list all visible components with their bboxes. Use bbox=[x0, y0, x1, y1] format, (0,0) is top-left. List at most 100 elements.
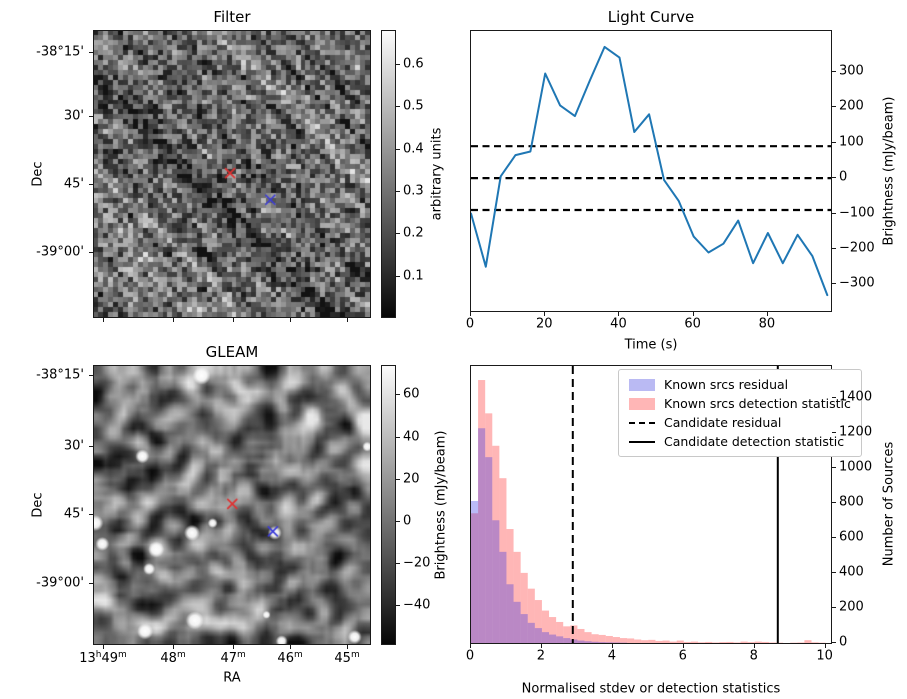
tick-mark bbox=[832, 70, 836, 72]
light-curve-x-tick-label: 0 bbox=[465, 316, 475, 332]
light-curve-panel bbox=[470, 30, 832, 312]
tick-mark bbox=[396, 562, 400, 564]
histogram-bar bbox=[549, 634, 557, 643]
legend-row: Candidate residual bbox=[629, 415, 851, 430]
tick-mark bbox=[396, 190, 400, 192]
histogram-bar bbox=[513, 601, 521, 643]
histogram-bar bbox=[740, 641, 748, 643]
legend-row: Candidate detection statistic bbox=[629, 434, 851, 449]
tick-mark bbox=[347, 318, 349, 322]
histogram-bar bbox=[520, 614, 528, 643]
histogram-y-tick-label: 400 bbox=[839, 564, 864, 580]
tick-mark bbox=[396, 106, 400, 108]
histogram-y-tick-label: 0 bbox=[839, 634, 848, 650]
gleam-ylabel: Dec bbox=[30, 492, 46, 518]
histogram-bar bbox=[485, 413, 493, 643]
gleam-colorbar-tick-label: 40 bbox=[403, 429, 420, 445]
gleam-y-tick-label: 45' bbox=[63, 506, 84, 522]
histogram-bar bbox=[577, 640, 585, 643]
light-curve-x-tick-label: 80 bbox=[758, 316, 776, 332]
tick-mark bbox=[832, 106, 836, 108]
gleam-x-tick-label: 13h49m bbox=[79, 649, 127, 667]
histogram-x-tick-label: 0 bbox=[465, 648, 475, 664]
histogram-y-tick-label: 1000 bbox=[839, 459, 873, 475]
tick-mark bbox=[396, 605, 400, 606]
filter-colorbar-tick-label: 0.6 bbox=[403, 56, 424, 72]
histogram-bar bbox=[506, 529, 514, 643]
tick-mark bbox=[470, 312, 471, 316]
tick-mark bbox=[233, 318, 235, 322]
histogram-bar bbox=[598, 634, 606, 643]
histogram-bar bbox=[662, 640, 670, 643]
tick-mark bbox=[692, 312, 694, 316]
legend-label: Known srcs detection statistic bbox=[664, 396, 851, 411]
histogram-bar bbox=[804, 640, 812, 643]
legend-line-swatch bbox=[629, 440, 655, 443]
legend-row: Known srcs detection statistic bbox=[629, 396, 851, 411]
tick-mark bbox=[766, 312, 768, 316]
histogram-bar bbox=[534, 628, 542, 643]
tick-mark bbox=[233, 645, 235, 649]
tick-mark bbox=[832, 571, 836, 573]
histogram-bar bbox=[712, 642, 720, 643]
tick-mark bbox=[103, 645, 104, 649]
tick-mark bbox=[544, 312, 546, 316]
histogram-x-tick-label: 4 bbox=[607, 648, 616, 664]
light-curve-title: Light Curve bbox=[607, 8, 695, 26]
histogram-y-tick-label: 200 bbox=[839, 599, 864, 615]
histogram-bar bbox=[506, 584, 514, 643]
histogram-bar bbox=[563, 626, 571, 643]
gleam-y-tick-label: -38°15' bbox=[36, 367, 84, 383]
histogram-y-tick-label: 600 bbox=[839, 529, 864, 545]
gleam-x-tick-label: 46m bbox=[277, 649, 303, 667]
histogram-bar bbox=[541, 632, 550, 643]
legend-patch-swatch bbox=[629, 397, 655, 410]
light-curve-y-tick-label: 200 bbox=[839, 98, 864, 114]
tick-mark bbox=[618, 312, 620, 316]
gleam-xlabel: RA bbox=[223, 670, 241, 686]
light-curve-xlabel: Time (s) bbox=[624, 337, 678, 353]
histogram-x-tick-label: 2 bbox=[536, 648, 546, 664]
histogram-bar bbox=[534, 600, 542, 643]
filter-colorbar-tick-label: 0.4 bbox=[403, 141, 424, 157]
tick-mark bbox=[396, 148, 400, 150]
histogram-bar bbox=[761, 641, 769, 643]
tick-mark bbox=[832, 501, 836, 503]
gleam-x-tick-label: 47m bbox=[220, 649, 246, 667]
filter-y-tick-label: 45' bbox=[63, 176, 84, 192]
histogram-bar bbox=[584, 641, 592, 643]
histogram-bar bbox=[619, 638, 628, 643]
filter-image-panel bbox=[93, 30, 371, 318]
tick-mark bbox=[832, 212, 836, 214]
tick-mark bbox=[396, 520, 400, 522]
filter-title: Filter bbox=[213, 8, 251, 26]
filter-colorbar bbox=[381, 30, 396, 318]
legend-label: Known srcs residual bbox=[664, 377, 789, 392]
histogram-bar bbox=[690, 641, 698, 643]
histogram-bar bbox=[513, 551, 521, 643]
histogram-bar bbox=[570, 639, 578, 643]
light-curve-y-tick-label: −200 bbox=[839, 240, 875, 256]
legend-label: Candidate residual bbox=[664, 415, 782, 430]
gleam-x-tick-label: 48m bbox=[160, 649, 186, 667]
histogram-series-detection-statistic bbox=[471, 380, 826, 643]
filter-y-tick-label: -39°00' bbox=[36, 244, 84, 260]
histogram-ylabel: Number of Sources bbox=[881, 441, 897, 567]
legend-patch-swatch bbox=[629, 378, 655, 391]
gleam-title: GLEAM bbox=[205, 343, 259, 361]
histogram-bar bbox=[478, 428, 486, 643]
histogram-bar bbox=[556, 636, 564, 643]
tick-mark bbox=[396, 478, 400, 480]
histogram-bar bbox=[676, 640, 684, 643]
filter-colorbar-tick-label: 0.2 bbox=[403, 225, 424, 241]
tick-mark bbox=[396, 394, 400, 396]
light-curve-ylabel: Brightness (mJy/beam) bbox=[881, 96, 897, 246]
tick-mark bbox=[611, 644, 613, 648]
tick-mark bbox=[832, 247, 836, 249]
histogram-y-tick-label: 800 bbox=[839, 494, 864, 510]
histogram-bar bbox=[556, 621, 564, 643]
histogram-bar bbox=[811, 642, 819, 643]
histogram-bar bbox=[527, 588, 535, 643]
histogram-bar bbox=[471, 513, 479, 643]
tick-mark bbox=[396, 436, 400, 438]
